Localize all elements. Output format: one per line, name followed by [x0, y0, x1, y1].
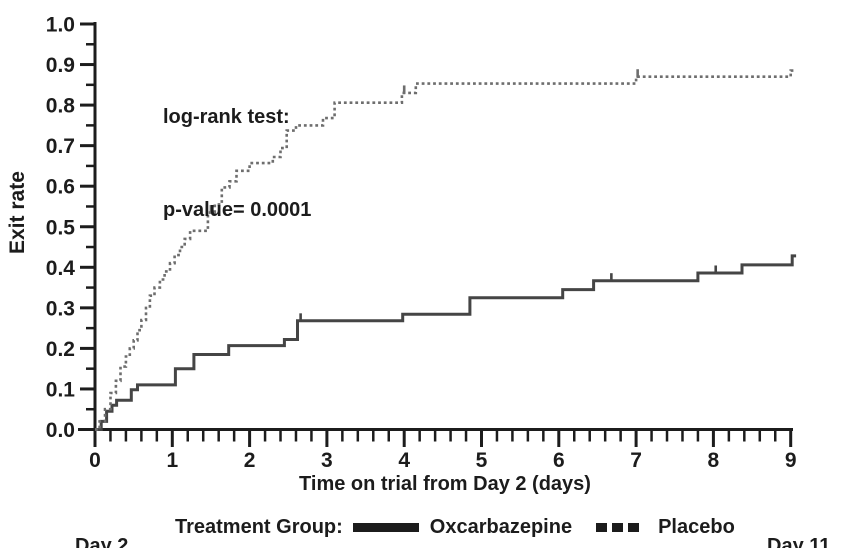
- x-tick-label: 7: [630, 449, 642, 472]
- x-tick-label: 9: [785, 449, 797, 472]
- x-tick-label: 0: [89, 449, 101, 472]
- y-tick-label: 0.5: [46, 216, 76, 239]
- x-tick-label: 1: [166, 449, 178, 472]
- dot-2: [612, 523, 624, 532]
- y-tick-label: 0.0: [46, 419, 75, 442]
- y-tick-label: 0.1: [46, 378, 76, 401]
- y-tick-label: 0.7: [46, 135, 75, 158]
- y-tick-label: 0.2: [46, 338, 75, 361]
- legend-label-oxcarbazepine: Oxcarbazepine: [429, 516, 573, 538]
- x-tick-label: 6: [553, 449, 565, 472]
- x-tick-label: 2: [244, 449, 256, 472]
- x-tick-label: 3: [321, 449, 333, 472]
- series-placebo-line: [95, 69, 797, 431]
- series-oxcarbazepine-line: [95, 254, 797, 431]
- y-tick-label: 0.6: [46, 176, 75, 199]
- treatment-group-legend: Treatment Group: Oxcarbazepine Placebo: [175, 516, 735, 539]
- axis-start-day: Day 2: [75, 535, 129, 548]
- x-tick-label: 4: [398, 449, 410, 472]
- legend-title: Treatment Group:: [175, 516, 343, 538]
- dot-3: [628, 523, 640, 532]
- y-axis-label: Exit rate: [6, 171, 29, 255]
- annotation-line-2: p-value= 0.0001: [163, 199, 312, 221]
- legend-label-placebo: Placebo: [658, 516, 735, 538]
- placebo-line-swatch: [596, 523, 640, 532]
- x-tick-label: 5: [476, 449, 488, 472]
- axis-start-label: Day 2 8 am: [75, 469, 128, 548]
- y-tick-label: 1.0: [46, 14, 75, 37]
- x-tick-label: 8: [708, 449, 720, 472]
- log-rank-annotation: log-rank test: p-value= 0.0001: [163, 40, 311, 288]
- annotation-line-1: log-rank test:: [163, 106, 290, 128]
- y-tick-label: 0.9: [46, 54, 75, 77]
- axis-end-day: Day 11: [767, 535, 831, 548]
- x-axis-label: Time on trial from Day 2 (days): [299, 473, 591, 495]
- y-tick-label: 0.4: [46, 257, 76, 280]
- y-tick-label: 0.8: [46, 95, 76, 118]
- oxcarbazepine-line-swatch: [352, 523, 419, 532]
- dot-1: [596, 523, 608, 532]
- y-tick-label: 0.3: [46, 297, 75, 320]
- axis-end-label: Day 11 8 am: [767, 469, 830, 548]
